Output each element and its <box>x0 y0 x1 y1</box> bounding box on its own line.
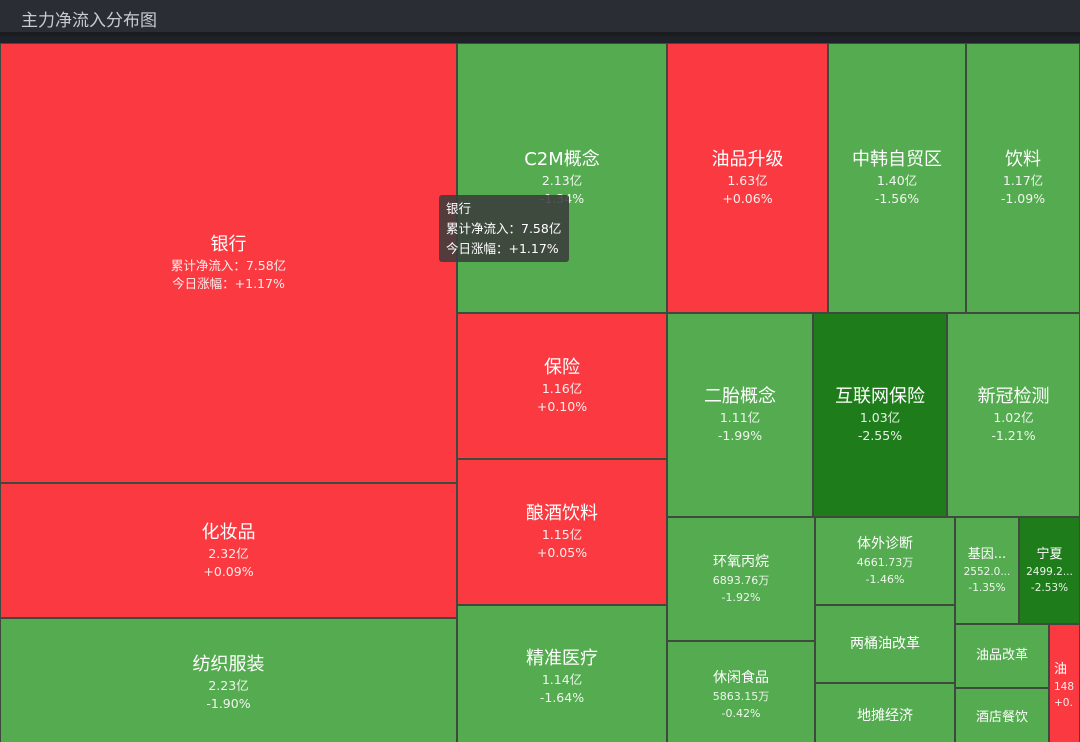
cell-value: 1.40亿 <box>876 173 918 188</box>
cell-change: -1.09% <box>1000 191 1046 206</box>
cell-change: -2.53% <box>1030 581 1069 594</box>
cell-name: 油品改革 <box>975 648 1028 663</box>
cell-change: +0. <box>1054 697 1073 709</box>
treemap-cell[interactable]: 银行累计净流入：7.58亿 今日涨幅：+1.17% <box>0 43 457 483</box>
cell-name: 酿酒饮料 <box>526 503 598 524</box>
title-bar: 主力净流入分布图 <box>0 0 1080 36</box>
cell-net-inflow: 累计净流入：7.58亿 <box>170 258 287 273</box>
cell-name: 精准医疗 <box>526 647 598 669</box>
treemap-cell[interactable]: 酒店餐饮 <box>955 688 1049 742</box>
treemap-cell[interactable]: 精准医疗 1.14亿 -1.64% <box>457 605 667 742</box>
cell-name: 化妆品 <box>201 521 256 543</box>
treemap-cell[interactable]: 宁夏 2499.2... -2.53% <box>1019 517 1080 624</box>
cell-name: 保险 <box>544 357 580 378</box>
cell-change: -1.64% <box>539 689 585 705</box>
cell-value: 2552.0... <box>963 565 1011 578</box>
treemap-cell[interactable]: 酿酒饮料 1.15亿 +0.05% <box>457 459 667 605</box>
treemap-cell[interactable]: 地摊经济 <box>815 683 955 742</box>
cell-name: 二胎概念 <box>704 386 776 407</box>
cell-name: 基因... <box>967 546 1007 562</box>
cell-value: 2.23亿 <box>208 678 249 693</box>
cell-name: 纺织服装 <box>192 654 265 675</box>
cell-change: +0.10% <box>536 399 588 414</box>
cell-value: 2499.2... <box>1026 565 1073 578</box>
cell-change: -1.35% <box>968 581 1006 594</box>
cell-change: -0.42% <box>721 706 761 720</box>
cell-value: 1.63亿 <box>727 173 768 188</box>
cell-name: 银行 <box>210 234 247 255</box>
cell-value: 1.03亿 <box>859 410 901 425</box>
cell-change: 今日涨幅：+1.17% <box>172 276 285 291</box>
cell-value: 1.15亿 <box>541 527 583 542</box>
treemap-cell[interactable]: 油 148 +0. <box>1049 624 1080 742</box>
treemap-cell[interactable]: 基因... 2552.0... -1.35% <box>955 517 1019 624</box>
cell-name: 饮料 <box>1005 149 1041 170</box>
cell-name: 油品升级 <box>711 149 784 170</box>
cell-name: 休闲食品 <box>713 669 769 686</box>
treemap-cell[interactable]: 新冠检测 1.02亿 -1.21% <box>947 313 1080 517</box>
cell-change: -1.99% <box>717 428 763 443</box>
treemap-cell[interactable]: 中韩自贸区 1.40亿 -1.56% <box>828 43 966 313</box>
cell-value: 4661.73万 <box>856 556 914 569</box>
treemap-cell[interactable]: 两桶油改革 <box>815 605 955 683</box>
tooltip-name: 银行 <box>446 201 472 216</box>
cell-change: -2.55% <box>857 428 903 443</box>
cell-change: -1.46% <box>865 573 905 586</box>
cell-name: 地摊经济 <box>857 707 913 724</box>
treemap-cell[interactable]: 保险 1.16亿 +0.10% <box>457 313 667 459</box>
cell-name: 酒店餐饮 <box>975 710 1028 725</box>
tooltip-change: 今日涨幅：+1.17% <box>446 241 559 256</box>
chart-title: 主力净流入分布图 <box>21 11 157 31</box>
cell-name: 体外诊断 <box>857 536 913 552</box>
cell-value: 1.02亿 <box>993 410 1034 425</box>
treemap-cell[interactable]: 二胎概念 1.11亿 -1.99% <box>667 313 813 517</box>
cell-name: 中韩自贸区 <box>852 149 942 170</box>
cell-value: 1.17亿 <box>1002 173 1044 188</box>
cell-name: 互联网保险 <box>835 386 925 407</box>
treemap-cell[interactable]: 油品改革 <box>955 624 1049 688</box>
cell-value: 1.16亿 <box>541 381 583 396</box>
cell-value: 6893.76万 <box>712 574 770 587</box>
cell-value: 1.11亿 <box>719 410 761 425</box>
cell-change: -1.21% <box>991 428 1036 443</box>
treemap-cell[interactable]: 化妆品 2.32亿 +0.09% <box>0 483 457 618</box>
treemap-cell[interactable]: 环氧丙烷 6893.76万 -1.92% <box>667 517 815 641</box>
treemap-cell[interactable]: 体外诊断 4661.73万 -1.46% <box>815 517 955 605</box>
cell-change: -1.90% <box>206 696 251 711</box>
cell-name: 环氧丙烷 <box>713 554 769 570</box>
cell-value: 2.32亿 <box>208 545 249 561</box>
cell-value: 2.13亿 <box>541 173 583 188</box>
treemap-cell[interactable]: 油品升级 1.63亿 +0.06% <box>667 43 828 313</box>
treemap-cell[interactable]: 饮料 1.17亿 -1.09% <box>966 43 1080 313</box>
cell-name: 新冠检测 <box>977 386 1050 407</box>
cell-name: 两桶油改革 <box>850 636 920 652</box>
cell-change: +0.06% <box>722 191 773 206</box>
tooltip: 银行 累计净流入：7.58亿 今日涨幅：+1.17% <box>439 195 569 262</box>
treemap-cell[interactable]: 互联网保险 1.03亿 -2.55% <box>813 313 947 517</box>
cell-value: 5863.15万 <box>712 689 770 703</box>
cell-change: +0.09% <box>203 563 254 579</box>
cell-name: 油 <box>1054 662 1068 677</box>
treemap-cell[interactable]: 休闲食品 5863.15万 -0.42% <box>667 641 815 742</box>
tooltip-net-inflow: 累计净流入：7.58亿 <box>446 221 562 236</box>
treemap-cell[interactable]: 纺织服装 2.23亿 -1.90% <box>0 618 457 742</box>
cell-name: C2M概念 <box>524 149 600 170</box>
cell-change: -1.92% <box>721 591 761 604</box>
cell-value: 148 <box>1054 681 1075 693</box>
cell-change: +0.05% <box>536 545 588 560</box>
cell-value: 1.14亿 <box>541 671 583 687</box>
cell-change: -1.56% <box>874 191 920 206</box>
cell-name: 宁夏 <box>1036 546 1063 562</box>
treemap: 银行 累计净流入：7.58亿 今日涨幅：+1.17% 化妆品 2.32亿 +0.09% 纺织… <box>0 43 1080 742</box>
